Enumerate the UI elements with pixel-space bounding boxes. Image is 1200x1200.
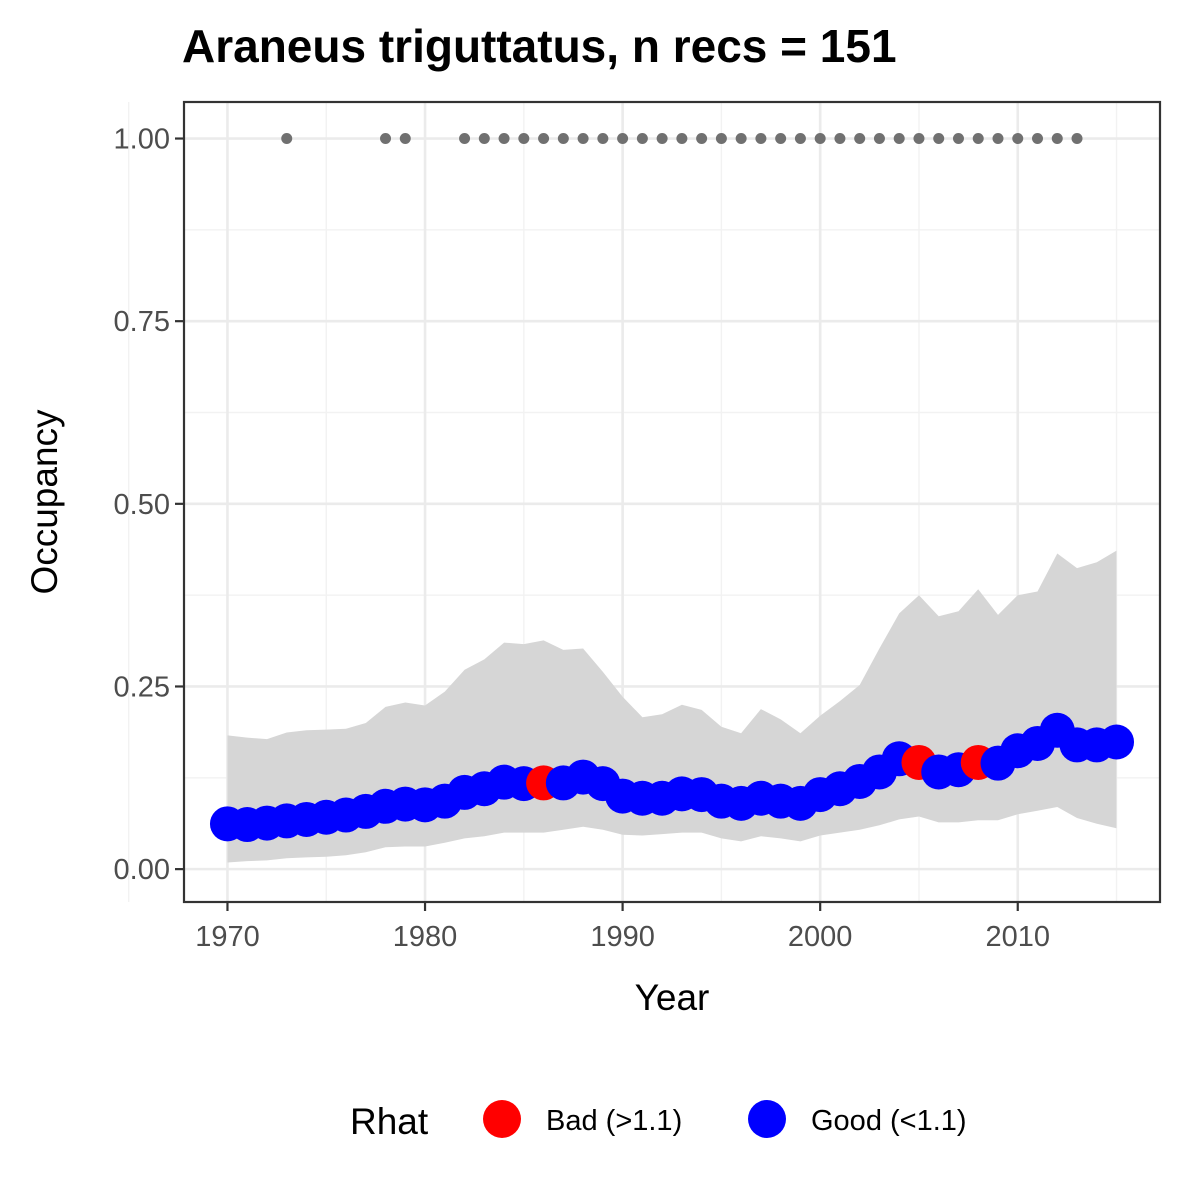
record-point [854, 133, 866, 145]
record-point [814, 133, 826, 145]
x-tick-label: 1980 [393, 921, 458, 953]
legend: Rhat Bad (>1.1) Good (<1.1) [350, 1100, 967, 1142]
legend-label-bad: Bad (>1.1) [546, 1105, 682, 1137]
record-point [1071, 133, 1083, 145]
record-point [913, 133, 925, 145]
record-point [893, 133, 905, 145]
chart-title: Araneus triguttatus, n recs = 151 [182, 20, 897, 72]
y-axis: 0.00 0.25 0.50 0.75 1.00 [114, 124, 184, 886]
x-tick-label: 2010 [985, 921, 1050, 953]
x-tick-label: 1970 [195, 921, 260, 953]
record-point [735, 133, 747, 145]
legend-swatch-bad [483, 1100, 521, 1138]
plot-border [182, 100, 1162, 904]
plot-area [127, 100, 1162, 904]
record-point [281, 133, 293, 145]
x-axis-title: Year [635, 977, 710, 1018]
y-tick-label: 0.75 [114, 306, 170, 338]
x-axis: 1970 1980 1990 2000 2010 [195, 902, 1050, 953]
record-point [538, 133, 550, 145]
record-point [676, 133, 688, 145]
legend-swatch-good [748, 1100, 786, 1138]
y-axis-title: Occupancy [24, 409, 65, 595]
record-point [873, 133, 885, 145]
y-tick-label: 1.00 [114, 124, 170, 156]
record-point [597, 133, 609, 145]
record-point [577, 133, 589, 145]
record-point [1012, 133, 1024, 145]
x-tick-label: 1990 [590, 921, 655, 953]
x-tick-label: 2000 [788, 921, 853, 953]
record-point [1051, 133, 1063, 145]
record-point [478, 133, 490, 145]
record-point [992, 133, 1004, 145]
record-point [636, 133, 648, 145]
record-point [794, 133, 806, 145]
record-point [755, 133, 767, 145]
record-point [380, 133, 392, 145]
record-point [399, 133, 411, 145]
record-point [696, 133, 708, 145]
record-point [459, 133, 471, 145]
y-tick-label: 0.25 [114, 671, 170, 703]
record-point [715, 133, 727, 145]
y-tick-label: 0.00 [114, 854, 170, 886]
record-point [617, 133, 629, 145]
occupancy-point-good [1099, 724, 1135, 760]
record-point [656, 133, 668, 145]
record-point [775, 133, 787, 145]
record-point [498, 133, 510, 145]
legend-label-good: Good (<1.1) [811, 1105, 967, 1137]
y-tick-label: 0.50 [114, 489, 170, 521]
record-point [834, 133, 846, 145]
record-point [557, 133, 569, 145]
points-layer [209, 712, 1135, 843]
records-layer [281, 133, 1083, 145]
legend-title: Rhat [350, 1101, 429, 1142]
record-point [972, 133, 984, 145]
record-point [1032, 133, 1044, 145]
record-point [952, 133, 964, 145]
record-point [933, 133, 945, 145]
record-point [518, 133, 530, 145]
